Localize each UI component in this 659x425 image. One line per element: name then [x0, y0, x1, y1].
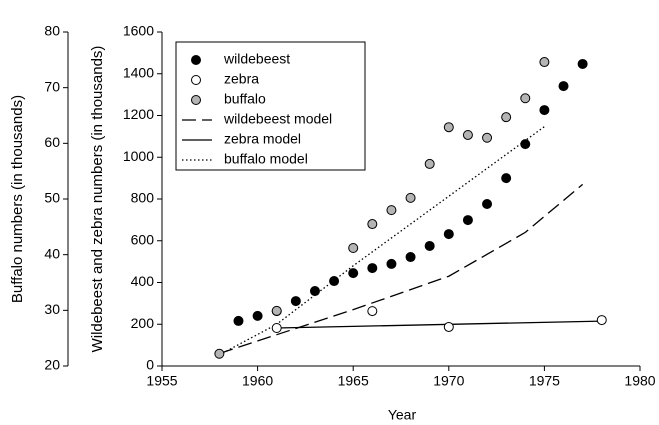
- model-line: [276, 320, 602, 329]
- point: [539, 57, 550, 68]
- y2-tick-label: 50: [44, 190, 60, 206]
- y-tick-label: 1000: [123, 148, 154, 164]
- point: [424, 240, 435, 251]
- legend-label: buffalo: [224, 91, 266, 107]
- point: [482, 199, 493, 210]
- legend-label: buffalo model: [224, 151, 308, 167]
- x-tick-label: 1965: [338, 373, 369, 389]
- y-tick-label: 1600: [123, 23, 154, 39]
- y-tick-label: 600: [131, 231, 155, 247]
- point: [482, 132, 493, 143]
- point: [271, 305, 282, 316]
- point: [443, 122, 454, 133]
- legend-marker: [191, 75, 201, 85]
- model-line: [219, 183, 584, 355]
- point: [520, 93, 531, 104]
- point: [386, 258, 397, 269]
- legend-label: wildebeest model: [223, 111, 332, 127]
- point: [329, 276, 340, 287]
- model-line: [219, 126, 545, 356]
- y2-tick-label: 80: [44, 23, 60, 39]
- point: [386, 205, 397, 216]
- point: [271, 323, 282, 334]
- legend-box: [175, 41, 366, 171]
- point: [214, 348, 225, 359]
- point: [577, 58, 588, 69]
- point: [596, 315, 607, 326]
- y-tick-label: 1400: [123, 64, 154, 80]
- point: [405, 192, 416, 203]
- y-tick-label: 400: [131, 273, 155, 289]
- legend-marker: [191, 95, 201, 105]
- point: [424, 158, 435, 169]
- legend-label: zebra: [224, 71, 259, 87]
- point: [367, 263, 378, 274]
- legend-marker: [191, 55, 201, 65]
- y2-tick-label: 20: [44, 357, 60, 373]
- point: [462, 215, 473, 226]
- point: [309, 286, 320, 297]
- point: [367, 219, 378, 230]
- x-axis-label: Year: [388, 407, 417, 423]
- x-tick-label: 1980: [624, 373, 655, 389]
- y2-tick-label: 40: [44, 245, 60, 261]
- point: [501, 112, 512, 123]
- point: [252, 310, 263, 321]
- point: [367, 306, 378, 317]
- x-tick-label: 1955: [146, 373, 177, 389]
- y2-tick-label: 70: [44, 78, 60, 94]
- x-tick-label: 1975: [529, 373, 560, 389]
- point: [405, 252, 416, 263]
- point: [443, 321, 454, 332]
- point: [233, 315, 244, 326]
- y-tick-label: 800: [131, 190, 155, 206]
- point: [558, 81, 569, 92]
- legend-label: wildebeest: [223, 51, 290, 67]
- point: [520, 139, 531, 150]
- y-tick-label: 1200: [123, 106, 154, 122]
- x-tick-label: 1960: [242, 373, 273, 389]
- point: [348, 268, 359, 279]
- point: [290, 296, 301, 307]
- y2-tick-label: 30: [44, 301, 60, 317]
- y2-axis-label: Buffalo numbers (in thousands): [9, 95, 26, 303]
- x-tick-label: 1970: [433, 373, 464, 389]
- y-tick-label: 200: [131, 315, 155, 331]
- y-axis-label: Wildebeest and zebra numbers (in thousan…: [89, 46, 106, 353]
- y-tick-label: 0: [146, 357, 154, 373]
- point: [539, 105, 550, 116]
- point: [348, 242, 359, 253]
- point: [501, 173, 512, 184]
- point: [462, 129, 473, 140]
- legend-label: zebra model: [224, 131, 301, 147]
- point: [443, 229, 454, 240]
- y2-tick-label: 60: [44, 134, 60, 150]
